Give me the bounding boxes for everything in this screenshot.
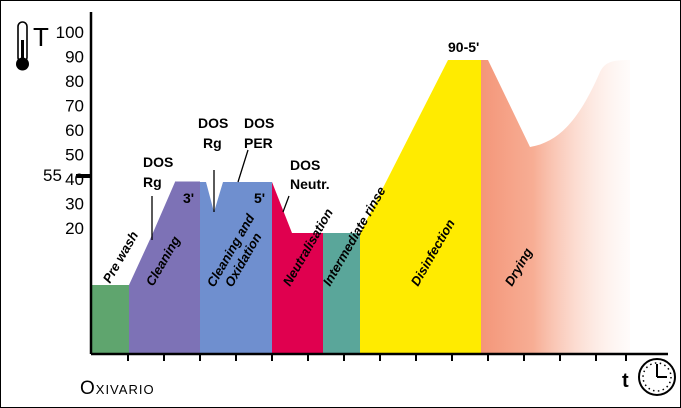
thermometer-icon — [16, 21, 29, 71]
annotation-dos-neutr-line2: Neutr. — [290, 176, 330, 192]
annotation-dos-per-line1: DOS — [244, 115, 274, 131]
annotation-dos-per-line2: PER — [244, 135, 273, 151]
y-tick-label: 20 — [65, 219, 84, 238]
y-tick-label: 100 — [56, 23, 84, 42]
annotation-dos-rg-line1: DOS — [143, 154, 173, 170]
y-axis-symbol: T — [33, 22, 49, 52]
annotation-dos-rg-2-line1: DOS — [198, 115, 228, 131]
y-tick-labels: 100 90 80 70 60 50 40 30 20 — [56, 23, 84, 238]
y-tick-label: 60 — [65, 121, 84, 140]
y-tick-label: 70 — [65, 97, 84, 116]
dos-neutr-pointer — [282, 195, 290, 213]
annotation-time-3: 3' — [183, 190, 194, 206]
annotation-disinfection-hold: 90-5' — [448, 39, 479, 55]
stage-drying-area — [481, 60, 630, 354]
y-tick-label: 80 — [65, 72, 84, 91]
annotation-dos-rg-line2: Rg — [143, 174, 162, 190]
y-tick-label: 30 — [65, 195, 84, 214]
stage-intermediate-rinse-area — [323, 233, 360, 354]
x-axis-ticks — [127, 354, 627, 361]
x-axis-symbol: t — [622, 370, 629, 392]
dos-per-pointer — [237, 149, 249, 183]
annotation-time-5: 5' — [254, 190, 265, 206]
stage-cleaning-area — [129, 182, 200, 354]
annotation-dos-rg-2-line2: Rg — [203, 135, 222, 151]
y-tick-label: 90 — [65, 48, 84, 67]
stage-prewash-area — [91, 285, 129, 354]
stage-cleaning-oxidation-area — [200, 182, 272, 354]
temperature-marker-label: 55 — [43, 166, 62, 185]
stage-neutralisation-area — [272, 182, 323, 354]
stage-disinfection-area — [360, 60, 481, 354]
y-tick-label: 40 — [65, 170, 84, 189]
clock-icon — [638, 358, 676, 396]
y-tick-label: 50 — [65, 146, 84, 165]
brand-logo: Oxivario — [80, 378, 155, 399]
annotation-dos-neutr-line1: DOS — [290, 157, 320, 173]
